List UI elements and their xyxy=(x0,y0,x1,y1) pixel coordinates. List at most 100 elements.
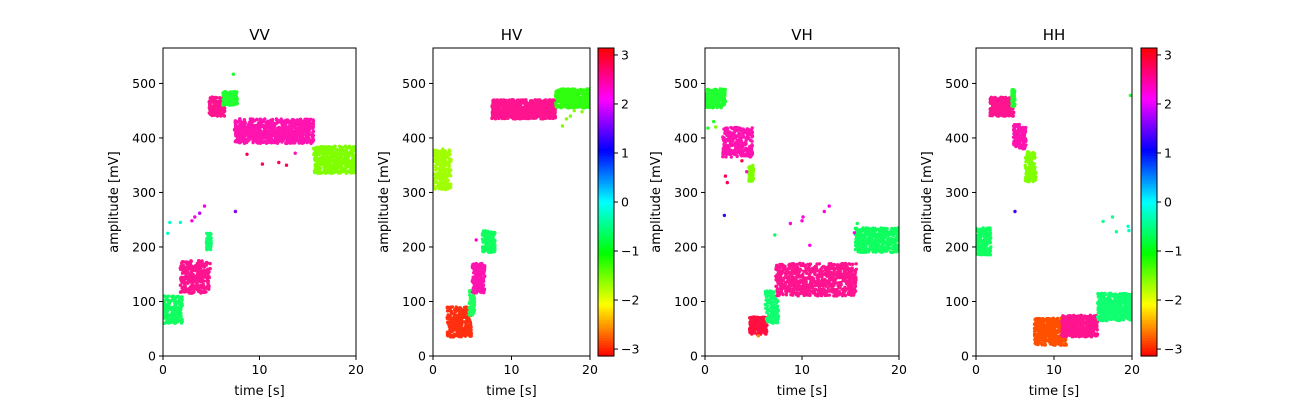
scatter-point xyxy=(337,163,341,167)
scatter-point xyxy=(468,332,472,337)
scatter-point xyxy=(207,287,211,291)
scatter-point xyxy=(451,335,455,339)
scatter-point xyxy=(166,231,170,235)
scatter-point xyxy=(705,95,708,99)
scatter-point xyxy=(520,101,525,105)
scatter-point xyxy=(730,131,735,135)
scatter-point xyxy=(206,271,211,275)
scatter-point xyxy=(478,266,482,270)
x-tick-label: 0 xyxy=(159,362,167,377)
y-tick-label: 300 xyxy=(402,185,426,200)
scatter-point xyxy=(442,187,447,191)
scatter-point xyxy=(540,113,544,117)
scatter-point xyxy=(307,136,311,140)
scatter-point xyxy=(485,248,489,252)
scatter-point xyxy=(748,326,752,330)
scatter-point xyxy=(270,117,275,122)
scatter-point xyxy=(221,91,225,95)
scatter-point xyxy=(179,275,183,279)
scatter-point xyxy=(305,132,309,137)
scatter-point xyxy=(284,163,289,167)
scatter-point xyxy=(734,144,738,148)
scatter-point xyxy=(183,289,187,294)
scatter-point xyxy=(732,135,737,139)
scatter-point xyxy=(480,245,485,249)
scatter-point xyxy=(206,267,210,271)
scatter-point xyxy=(483,229,488,233)
scatter-point xyxy=(447,323,452,327)
scatter-point xyxy=(437,172,441,176)
scatter-point xyxy=(724,139,728,144)
scatter-point xyxy=(494,108,498,113)
y-tick-label: 200 xyxy=(132,239,156,254)
scatter-point xyxy=(505,114,509,118)
scatter-point xyxy=(557,98,562,102)
scatter-point xyxy=(181,285,185,290)
scatter-point xyxy=(444,179,448,184)
scatter-point xyxy=(467,290,472,294)
scatter-point xyxy=(284,118,288,123)
scatter-point xyxy=(293,141,297,145)
scatter-point xyxy=(568,105,573,109)
scatter-point xyxy=(469,308,473,312)
scatter-point xyxy=(756,319,761,323)
scatter-point xyxy=(523,109,528,113)
scatter-point xyxy=(433,149,436,154)
y-tick-label: 500 xyxy=(402,76,426,91)
scatter-point xyxy=(511,99,516,104)
scatter-point xyxy=(180,260,185,264)
scatter-point xyxy=(191,272,195,277)
scatter-point xyxy=(178,220,183,225)
scatter-point xyxy=(726,152,730,156)
scatter-point xyxy=(764,324,768,329)
scatter-point xyxy=(222,114,227,118)
scatter-point xyxy=(163,294,166,299)
scatter-point xyxy=(187,279,192,284)
scatter-point xyxy=(334,162,338,166)
scatter-point xyxy=(772,310,776,314)
scatter-point xyxy=(470,311,474,316)
x-tick-label: 10 xyxy=(252,362,268,377)
scatter-point xyxy=(733,150,738,154)
scatter-point xyxy=(279,133,283,137)
scatter-point xyxy=(724,126,728,130)
scatter-point xyxy=(167,300,172,304)
scatter-point xyxy=(449,159,453,163)
scatter-point xyxy=(504,106,508,111)
scatter-point xyxy=(294,119,298,124)
scatter-point xyxy=(725,133,729,137)
scatter-point xyxy=(447,164,451,168)
scatter-point xyxy=(183,282,187,286)
scatter-point xyxy=(197,259,201,263)
scatter-point xyxy=(223,92,228,96)
scatter-point xyxy=(280,120,284,125)
scatter-point xyxy=(164,303,168,307)
scatter-point xyxy=(179,311,183,316)
scatter-point xyxy=(302,125,306,129)
scatter-point xyxy=(209,110,213,114)
scatter-point xyxy=(564,93,568,97)
scatter-point xyxy=(434,163,438,167)
scatter-point xyxy=(232,91,237,96)
scatter-point xyxy=(472,308,477,312)
scatter-point xyxy=(713,101,717,105)
scatter-point xyxy=(206,279,211,283)
scatter-point xyxy=(175,319,179,323)
scatter-point xyxy=(165,318,169,322)
scatter-point xyxy=(255,126,259,130)
scatter-point xyxy=(519,114,523,118)
scatter-point xyxy=(568,114,573,118)
scatter-point xyxy=(205,237,209,241)
scatter-point xyxy=(242,127,246,131)
scatter-point xyxy=(491,232,495,236)
scatter-point xyxy=(580,110,584,114)
scatter-point xyxy=(166,321,171,325)
scatter-point xyxy=(767,308,771,312)
scatter-point xyxy=(340,165,344,169)
scatter-point xyxy=(328,145,332,149)
scatter-point xyxy=(342,159,346,163)
scatter-point xyxy=(439,176,444,181)
scatter-point xyxy=(295,122,299,127)
scatter-point xyxy=(733,141,738,145)
scatter-point xyxy=(442,172,446,177)
